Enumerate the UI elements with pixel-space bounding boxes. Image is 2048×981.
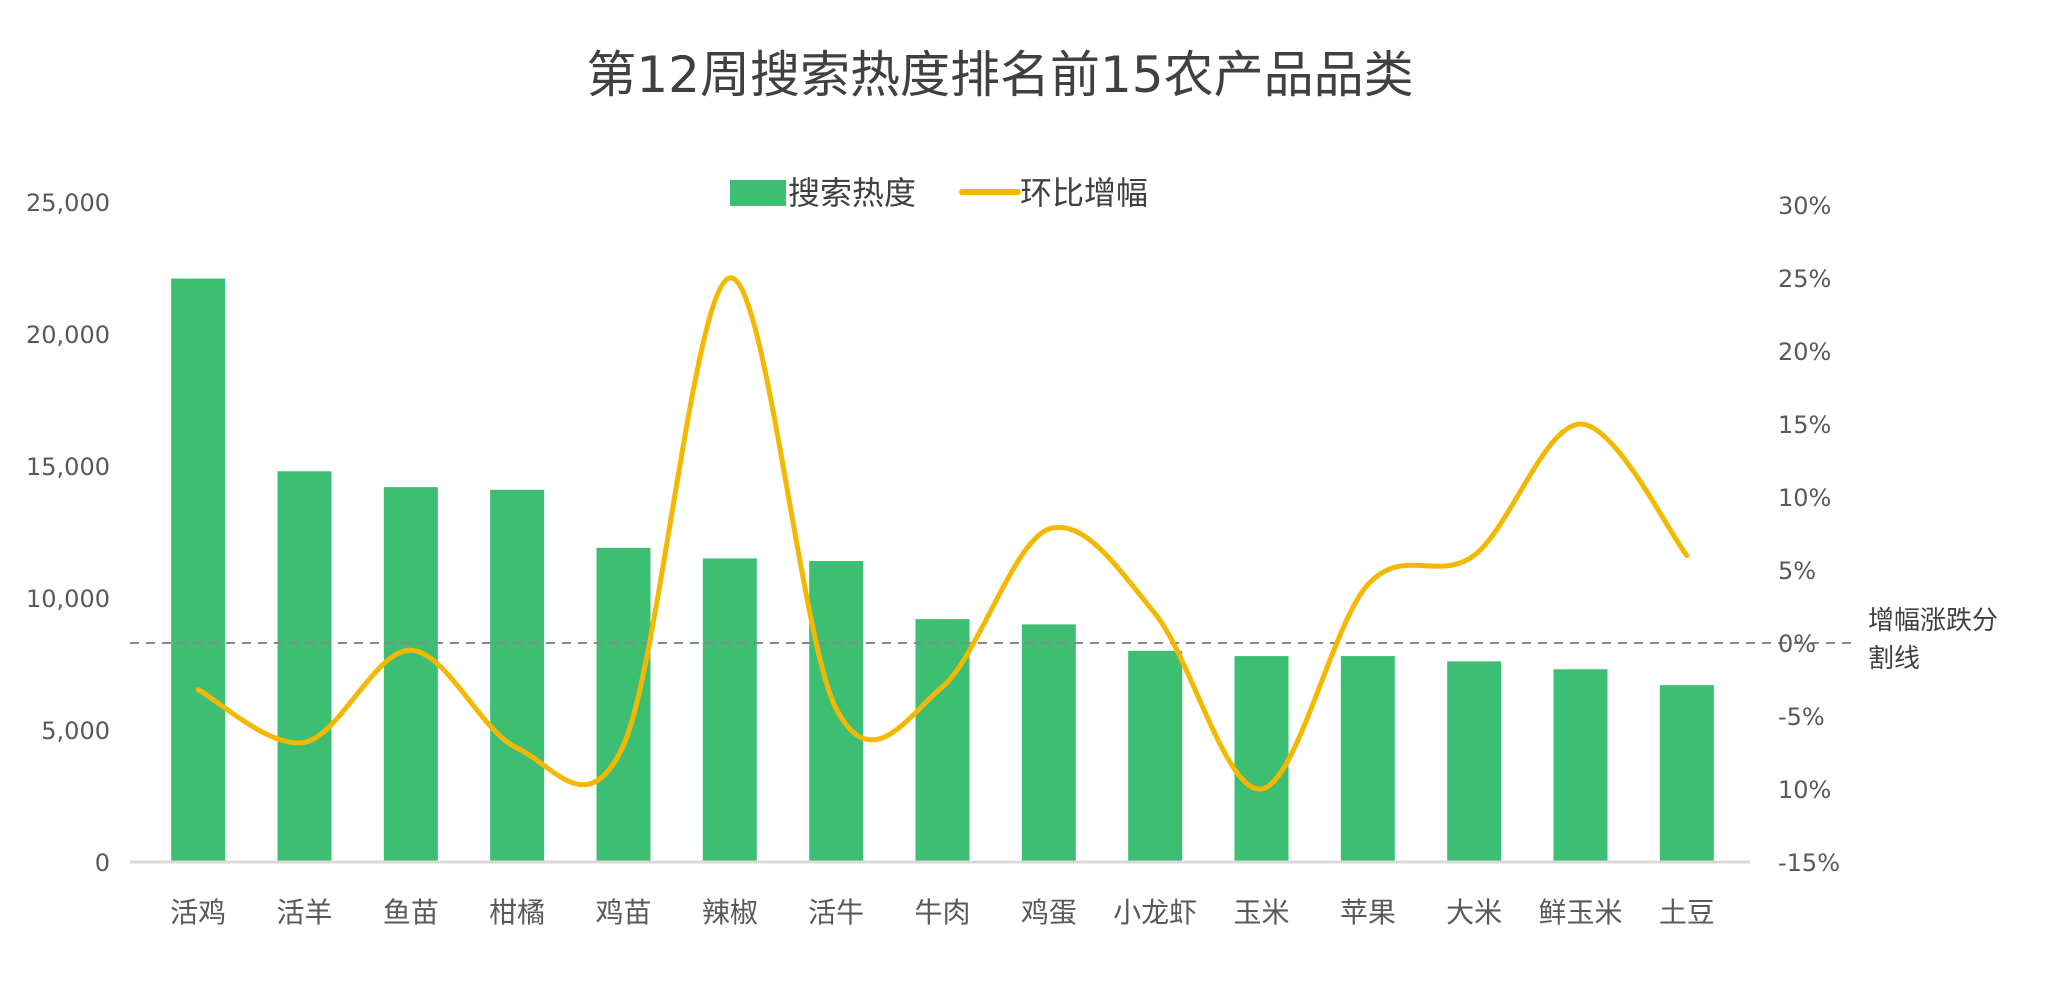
category-label: 鸡蛋: [1021, 896, 1077, 929]
category-label: 鲜玉米: [1538, 896, 1622, 929]
category-label: 活牛: [808, 896, 864, 929]
left-tick-label: 15,000: [26, 453, 110, 481]
category-label: 柑橘: [489, 896, 545, 929]
right-tick-label: 10%: [1778, 484, 1831, 512]
category-label: 土豆: [1659, 896, 1715, 929]
left-tick-label: 0: [95, 849, 110, 877]
right-tick-label: 5%: [1778, 557, 1816, 585]
right-tick-label: -15%: [1778, 849, 1840, 877]
right-tick-label: 15%: [1778, 411, 1831, 439]
bar-鱼苗: [383, 487, 438, 862]
right-tick-label: 20%: [1778, 338, 1831, 366]
legend-label-bar: 搜索热度: [788, 174, 916, 212]
right-tick-label: 30%: [1778, 192, 1831, 220]
bar-活鸡: [171, 278, 226, 862]
right-tick-label: 10%: [1778, 776, 1831, 804]
category-label: 鸡苗: [595, 896, 651, 929]
left-tick-label: 10,000: [26, 585, 110, 613]
chart-title: 第12周搜索热度排名前15农产品品类: [586, 46, 1413, 104]
bar-小龙虾: [1128, 650, 1183, 862]
bar-玉米: [1234, 656, 1289, 862]
category-label: 苹果: [1340, 896, 1396, 929]
category-label: 玉米: [1233, 896, 1289, 929]
reference-label-line-0: 增幅涨跌分: [1868, 606, 1998, 636]
legend-label-line: 环比增幅: [1020, 174, 1148, 212]
bar-柑橘: [490, 489, 545, 862]
category-labels: 活鸡 活羊 鱼苗 柑橘 鸡苗 辣椒 活牛 牛肉 鸡蛋 小龙虾 玉米 苹果 大米 鲜玉米 土豆: [170, 896, 1715, 929]
category-label: 鱼苗: [383, 896, 439, 929]
right-tick-label: 25%: [1778, 265, 1831, 293]
bar-牛肉: [915, 619, 970, 862]
bar-苹果: [1340, 656, 1395, 862]
right-tick-label: -5%: [1778, 703, 1825, 731]
category-label: 大米: [1446, 896, 1502, 929]
left-axis-ticks: 0 5,000 10,000 15,000 20,000 25,000: [26, 189, 110, 877]
left-tick-label: 20,000: [26, 321, 110, 349]
bar-活羊: [277, 471, 332, 862]
category-label: 小龙虾: [1113, 896, 1197, 929]
category-label: 牛肉: [914, 896, 970, 929]
reference-label-line-1: 割线: [1868, 644, 1920, 674]
bar-鸡蛋: [1021, 624, 1076, 862]
category-label: 活羊: [276, 896, 332, 929]
right-tick-label: 0%: [1778, 630, 1816, 658]
legend-swatch-bar: [730, 180, 786, 206]
left-tick-label: 25,000: [26, 189, 110, 217]
growth-line-series: [195, 275, 1690, 792]
bar-鸡苗: [596, 547, 651, 862]
bar-大米: [1447, 661, 1502, 862]
bar-辣椒: [702, 558, 757, 862]
bar-鲜玉米: [1553, 669, 1608, 862]
bar-土豆: [1659, 685, 1714, 862]
right-axis-ticks: -15% 10% -5% 0% 5% 10% 15% 20% 25% 30%: [1778, 192, 1840, 877]
category-label: 活鸡: [170, 896, 226, 929]
bar-series: [171, 278, 1714, 862]
legend: 搜索热度 环比增幅: [730, 174, 1148, 212]
category-label: 辣椒: [702, 896, 758, 929]
left-tick-label: 5,000: [41, 717, 110, 745]
